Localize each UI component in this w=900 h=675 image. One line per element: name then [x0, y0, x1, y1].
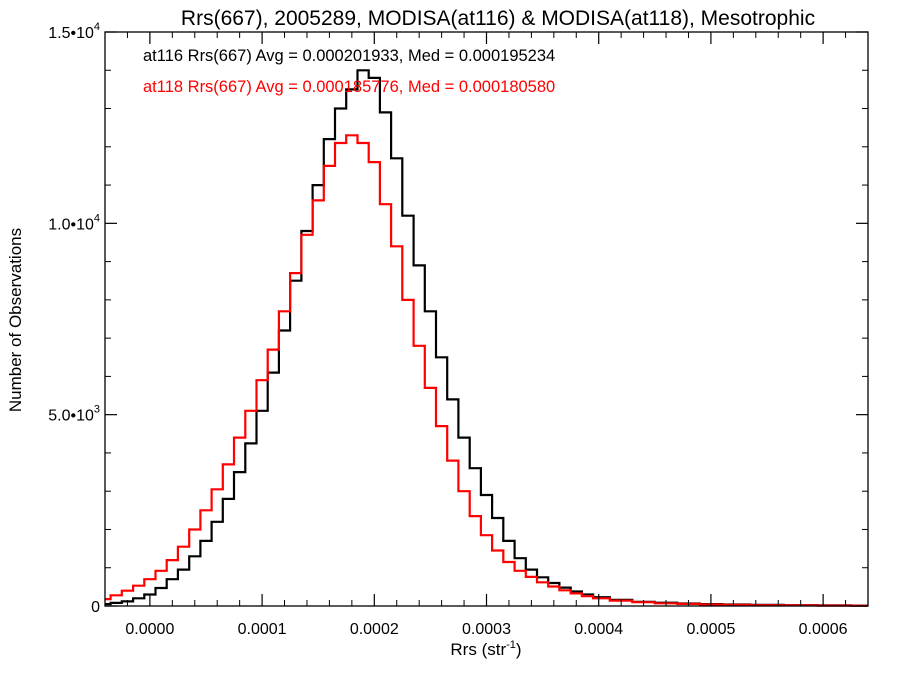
y-tick-label: 5.0•103: [48, 404, 100, 425]
y-tick-label: 0: [91, 599, 100, 616]
x-tick-label: 0.0002: [350, 621, 399, 638]
x-tick-label: 0.0006: [799, 621, 848, 638]
x-axis-label-superscript: -1: [506, 639, 516, 651]
annotation-at118: at118 Rrs(667) Avg = 0.000185776, Med = …: [143, 78, 555, 96]
y-axis-label: Number of Observations: [6, 228, 25, 412]
x-tick-label: 0.0004: [574, 621, 623, 638]
y-tick-label: 1.0•104: [48, 212, 100, 233]
x-tick-label: 0.0005: [686, 621, 735, 638]
series-line-at118: [105, 134, 868, 607]
x-axis-label-main: Rrs (str: [450, 640, 506, 659]
y-tick-label: 1.5•104: [48, 21, 100, 42]
x-tick-label: 0.0000: [125, 621, 174, 638]
x-axis-label-close: ): [516, 640, 522, 659]
x-tick-label: 0.0003: [462, 621, 511, 638]
annotation-at116: at116 Rrs(667) Avg = 0.000201933, Med = …: [143, 47, 555, 65]
x-axis-label: Rrs (str-1): [450, 639, 521, 659]
chart-title: Rrs(667), 2005289, MODISA(at116) & MODIS…: [181, 7, 815, 30]
x-tick-label: 0.0001: [238, 621, 287, 638]
series-layer: [105, 69, 868, 607]
ticks-layer: 0.0000 0.0001 0.0002 0.0003 0.0004 0.0005 0.00…: [48, 21, 869, 638]
